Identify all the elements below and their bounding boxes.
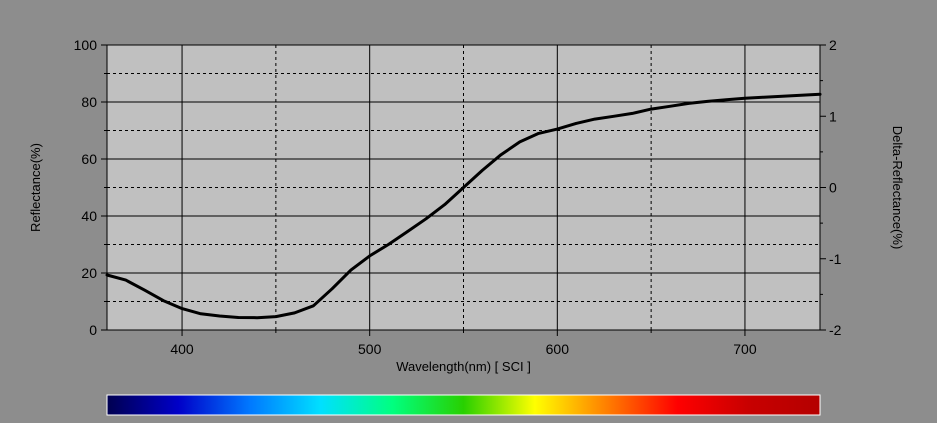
- y2-tick-label: 1: [829, 108, 837, 124]
- data-point: [481, 169, 484, 172]
- data-point: [593, 117, 597, 121]
- data-point: [274, 315, 278, 318]
- data-point: [180, 307, 184, 310]
- data-point: [499, 153, 503, 156]
- data-point: [631, 112, 634, 115]
- data-point: [349, 268, 353, 272]
- data-point: [818, 93, 822, 96]
- y-tick-label: 80: [81, 94, 97, 110]
- data-point: [293, 311, 296, 315]
- data-point: [537, 132, 540, 135]
- data-point: [462, 186, 465, 189]
- data-point: [762, 95, 765, 99]
- x-tick-label: 700: [733, 341, 757, 357]
- data-point: [574, 122, 578, 125]
- data-point: [143, 288, 146, 292]
- y2-axis-title: Delta-Reflectance(%): [890, 126, 905, 250]
- x-tick-label: 400: [170, 341, 194, 357]
- y-tick-label: 40: [81, 208, 97, 224]
- data-point: [443, 203, 446, 206]
- data-point: [706, 100, 709, 103]
- data-point: [687, 102, 690, 105]
- data-point: [406, 230, 409, 233]
- y-tick-label: 100: [74, 37, 98, 53]
- x-tick-label: 500: [358, 341, 382, 357]
- y2-tick-label: 2: [829, 37, 837, 53]
- y2-tick-label: 0: [829, 180, 837, 196]
- spectrum-color-bar: [106, 394, 821, 416]
- data-point: [255, 316, 259, 319]
- x-axis-title: Wavelength(nm) [ SCI ]: [396, 359, 531, 374]
- data-point: [781, 95, 784, 98]
- y-tick-label: 60: [81, 151, 97, 167]
- data-point: [424, 217, 428, 221]
- data-point: [743, 97, 747, 100]
- data-point: [387, 243, 390, 246]
- data-point: [368, 254, 371, 258]
- data-point: [800, 93, 803, 97]
- data-points: [105, 93, 822, 319]
- data-point: [218, 314, 221, 318]
- data-point: [124, 278, 127, 282]
- y2-tick-label: -2: [829, 322, 842, 338]
- data-point: [199, 312, 203, 315]
- data-point: [312, 304, 315, 307]
- data-point: [330, 287, 334, 290]
- x-tick-label: 600: [546, 341, 570, 357]
- data-point: [724, 98, 728, 101]
- data-point: [162, 299, 165, 302]
- data-point: [518, 140, 521, 144]
- y-axis-title: Reflectance(%): [28, 143, 43, 232]
- y-tick-label: 20: [81, 265, 97, 281]
- y-tick-label: 0: [89, 322, 97, 338]
- y2-tick-label: -1: [829, 251, 842, 267]
- data-point: [668, 105, 672, 108]
- data-point: [105, 273, 109, 277]
- data-point: [612, 115, 615, 118]
- data-point: [649, 107, 653, 111]
- data-point: [556, 127, 559, 131]
- data-point: [237, 316, 240, 319]
